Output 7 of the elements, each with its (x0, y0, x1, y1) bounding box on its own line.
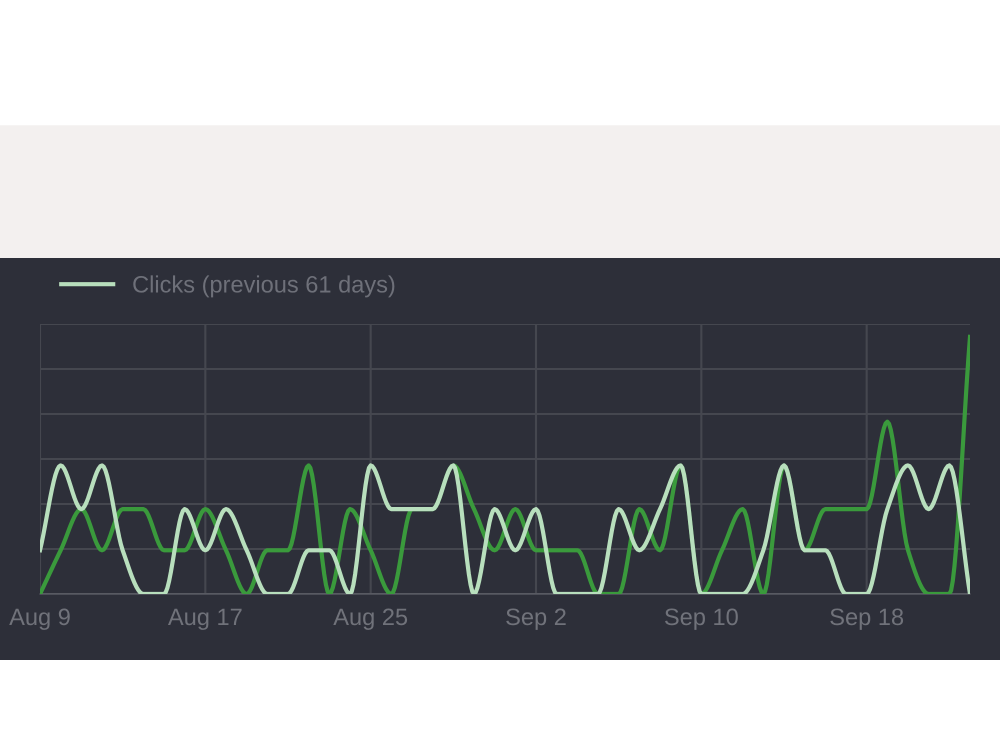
x-tick-label: Aug 17 (168, 608, 242, 630)
x-tick-label: Sep 10 (664, 608, 738, 630)
x-tick-label: Sep 2 (506, 608, 566, 630)
legend-label: Clicks (previous 61 days) (133, 275, 394, 298)
x-tick-label: Aug 9 (9, 608, 70, 630)
x-tick-label: Sep 18 (830, 608, 904, 630)
x-tick-label: Aug 25 (333, 608, 408, 630)
